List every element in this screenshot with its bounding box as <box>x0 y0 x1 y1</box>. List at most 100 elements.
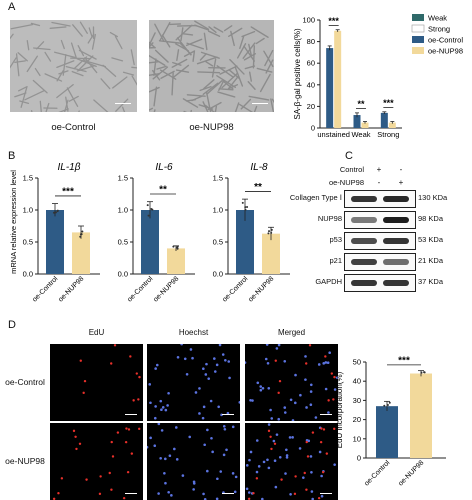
row-label: oe-Control <box>5 376 45 387</box>
nucleus <box>328 351 331 355</box>
y-axis-label: EdU incorporation(%) <box>335 371 344 448</box>
data-point <box>79 233 82 236</box>
nucleus <box>225 448 228 452</box>
nucleus <box>215 497 219 500</box>
data-point <box>383 404 386 407</box>
scale-bar <box>320 413 332 415</box>
blot-kda: 37 KDa <box>418 277 444 286</box>
edu-positive-nucleus <box>125 427 128 430</box>
nucleus <box>159 456 162 460</box>
nucleus <box>283 406 287 409</box>
cell <box>131 75 137 86</box>
y-tick-label: 0 <box>357 454 361 463</box>
nucleus <box>322 362 326 365</box>
nucleus <box>198 412 201 415</box>
cell <box>213 26 224 33</box>
nucleus <box>245 464 249 467</box>
cell <box>24 89 45 101</box>
scale-bar <box>222 413 234 415</box>
edu-positive-nucleus <box>52 497 56 500</box>
legend-label: oe-NUP98 <box>428 47 463 56</box>
blot-kda: 53 KDa <box>418 235 444 244</box>
column-header: Merged <box>277 328 306 337</box>
data-point <box>420 371 423 374</box>
y-tick-label: 0 <box>311 124 315 133</box>
nucleus <box>278 455 282 459</box>
nucleus <box>198 387 201 390</box>
y-tick-label: 50 <box>353 358 361 367</box>
data-point <box>56 209 59 212</box>
nucleus <box>157 423 161 426</box>
nucleus <box>231 472 235 475</box>
nucleus <box>223 427 227 431</box>
cell <box>56 60 75 69</box>
fluorescence-cells <box>245 344 338 421</box>
data-point <box>147 214 150 217</box>
legend-swatch <box>412 36 424 43</box>
nucleus <box>173 447 176 451</box>
nucleus <box>228 376 231 380</box>
significance-marker: *** <box>328 16 339 26</box>
y-tick-label: 1.5 <box>23 174 33 183</box>
cell <box>196 56 218 65</box>
data-point <box>386 404 389 407</box>
nucleus <box>153 416 157 420</box>
cell <box>250 26 269 38</box>
data-point <box>241 201 244 204</box>
cell <box>236 43 247 59</box>
cell <box>63 99 69 112</box>
nucleus <box>262 460 266 464</box>
caption-oe-nup98: oe-NUP98 <box>189 122 234 133</box>
y-tick-label: 1.5 <box>118 174 128 183</box>
y-tick-label: 20 <box>307 102 315 111</box>
cell <box>112 76 128 89</box>
cell <box>72 24 83 37</box>
nucleus <box>249 450 253 454</box>
nucleus <box>221 353 225 356</box>
nucleus <box>154 367 157 370</box>
cell <box>259 73 271 93</box>
edu-positive-nucleus <box>273 442 277 446</box>
fluorescence-image <box>147 344 240 421</box>
cell <box>122 71 135 76</box>
nucleus <box>181 474 185 477</box>
blot-row <box>344 253 416 271</box>
y-tick-label: 1.5 <box>213 174 223 183</box>
nucleus <box>273 459 277 463</box>
nucleus <box>284 472 287 475</box>
cell <box>39 100 42 112</box>
nucleus <box>159 399 163 403</box>
data-point <box>423 371 426 374</box>
cell <box>152 66 169 80</box>
nucleus <box>211 450 214 454</box>
nucleus <box>188 435 192 439</box>
nucleus <box>275 433 279 436</box>
bar <box>380 112 388 128</box>
edu-positive-nucleus <box>308 344 312 347</box>
y-tick-label: 1.0 <box>23 206 33 215</box>
nucleus <box>205 362 208 366</box>
cell <box>87 33 95 44</box>
cell <box>270 98 274 112</box>
cell <box>202 101 209 112</box>
cell <box>121 106 126 112</box>
edu-positive-nucleus <box>327 399 330 402</box>
data-point <box>270 231 273 234</box>
edu-positive-nucleus <box>126 470 130 474</box>
treatment-mark: - <box>399 165 403 174</box>
data-point <box>79 235 82 238</box>
nucleus <box>324 387 328 391</box>
data-point <box>244 206 247 209</box>
nucleus <box>255 439 259 442</box>
edu-positive-nucleus <box>130 452 134 455</box>
edu-positive-nucleus <box>333 427 336 431</box>
fluorescence-image <box>50 344 143 421</box>
cell <box>204 60 214 67</box>
x-tick-label: oe-Control <box>363 459 391 487</box>
nucleus <box>202 405 206 409</box>
edu-positive-nucleus <box>129 355 132 358</box>
scale-bar <box>125 492 137 494</box>
nucleus <box>255 470 259 474</box>
x-tick-label: Strong <box>377 130 399 139</box>
